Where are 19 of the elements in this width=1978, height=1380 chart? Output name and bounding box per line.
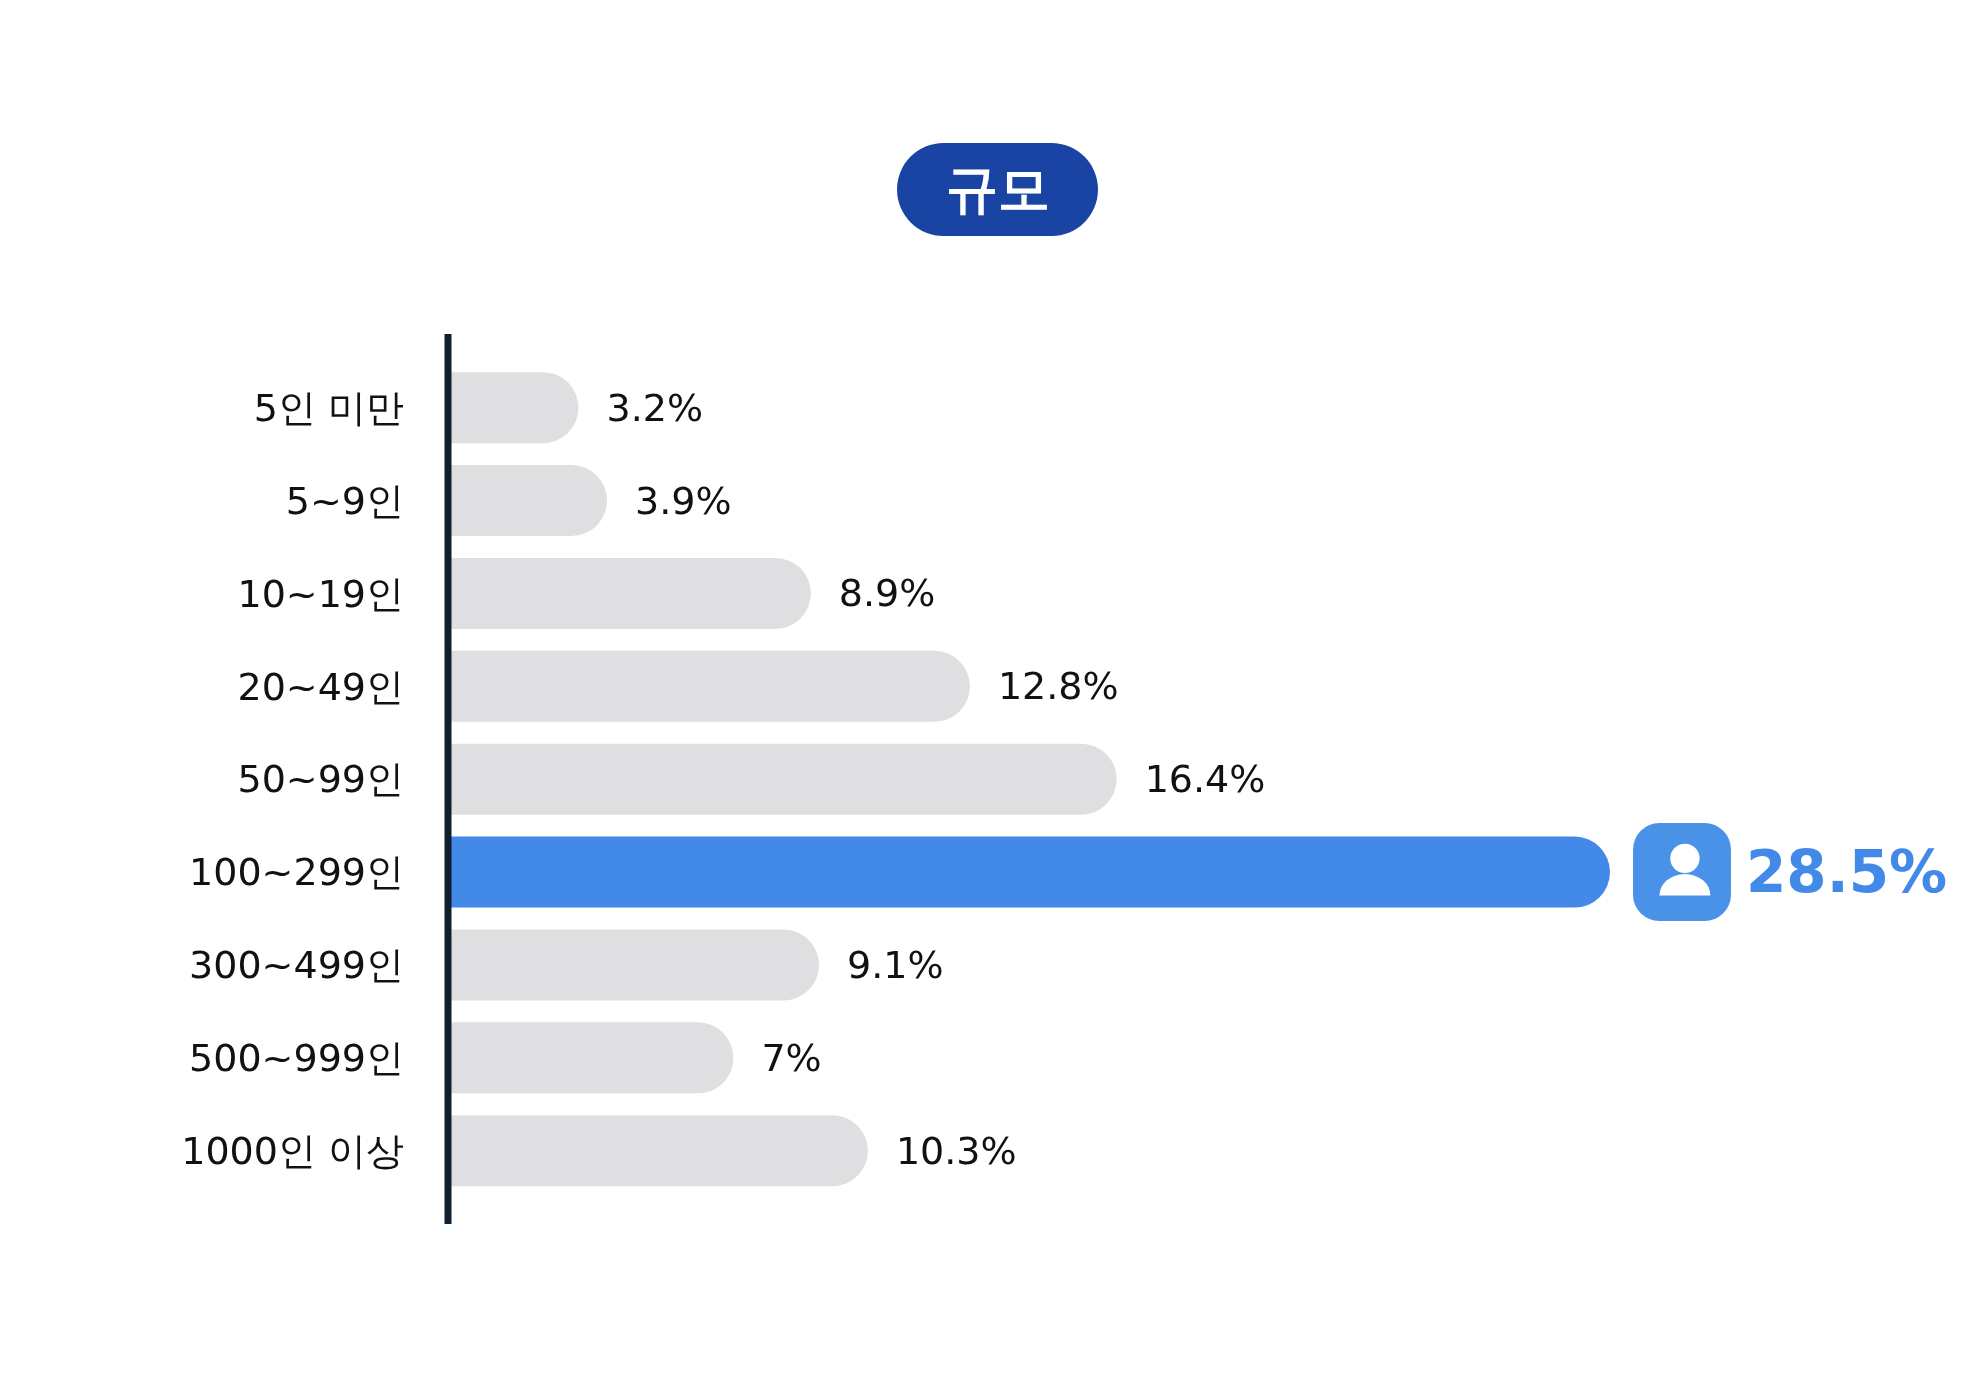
data-label: 12.8%: [997, 664, 1119, 709]
data-label: 7%: [761, 1035, 822, 1080]
data-label: 9.1%: [847, 942, 944, 987]
y-tick-label: 300~499인: [189, 943, 404, 988]
y-tick-label: 20~49인: [237, 664, 404, 709]
y-tick-label: 500~999인: [189, 1036, 404, 1081]
chart-title: 규모: [897, 143, 1098, 236]
data-label: 28.5%: [1746, 838, 1948, 907]
data-label: 8.9%: [838, 571, 936, 616]
y-tick-label: 50~99인: [237, 757, 404, 802]
y-tick-label: 5인 미만: [253, 385, 404, 430]
y-tick-label: 5~9인: [285, 478, 404, 523]
data-label: 3.2%: [606, 385, 704, 430]
data-label: 16.4%: [1144, 757, 1266, 802]
y-tick-label: 10~19인: [237, 571, 404, 616]
y-tick-label: 100~299인: [189, 850, 404, 895]
y-tick-label: 1000인 이상: [181, 1129, 404, 1174]
data-label: 3.9%: [635, 478, 732, 523]
data-label: 10.3%: [895, 1128, 1017, 1173]
